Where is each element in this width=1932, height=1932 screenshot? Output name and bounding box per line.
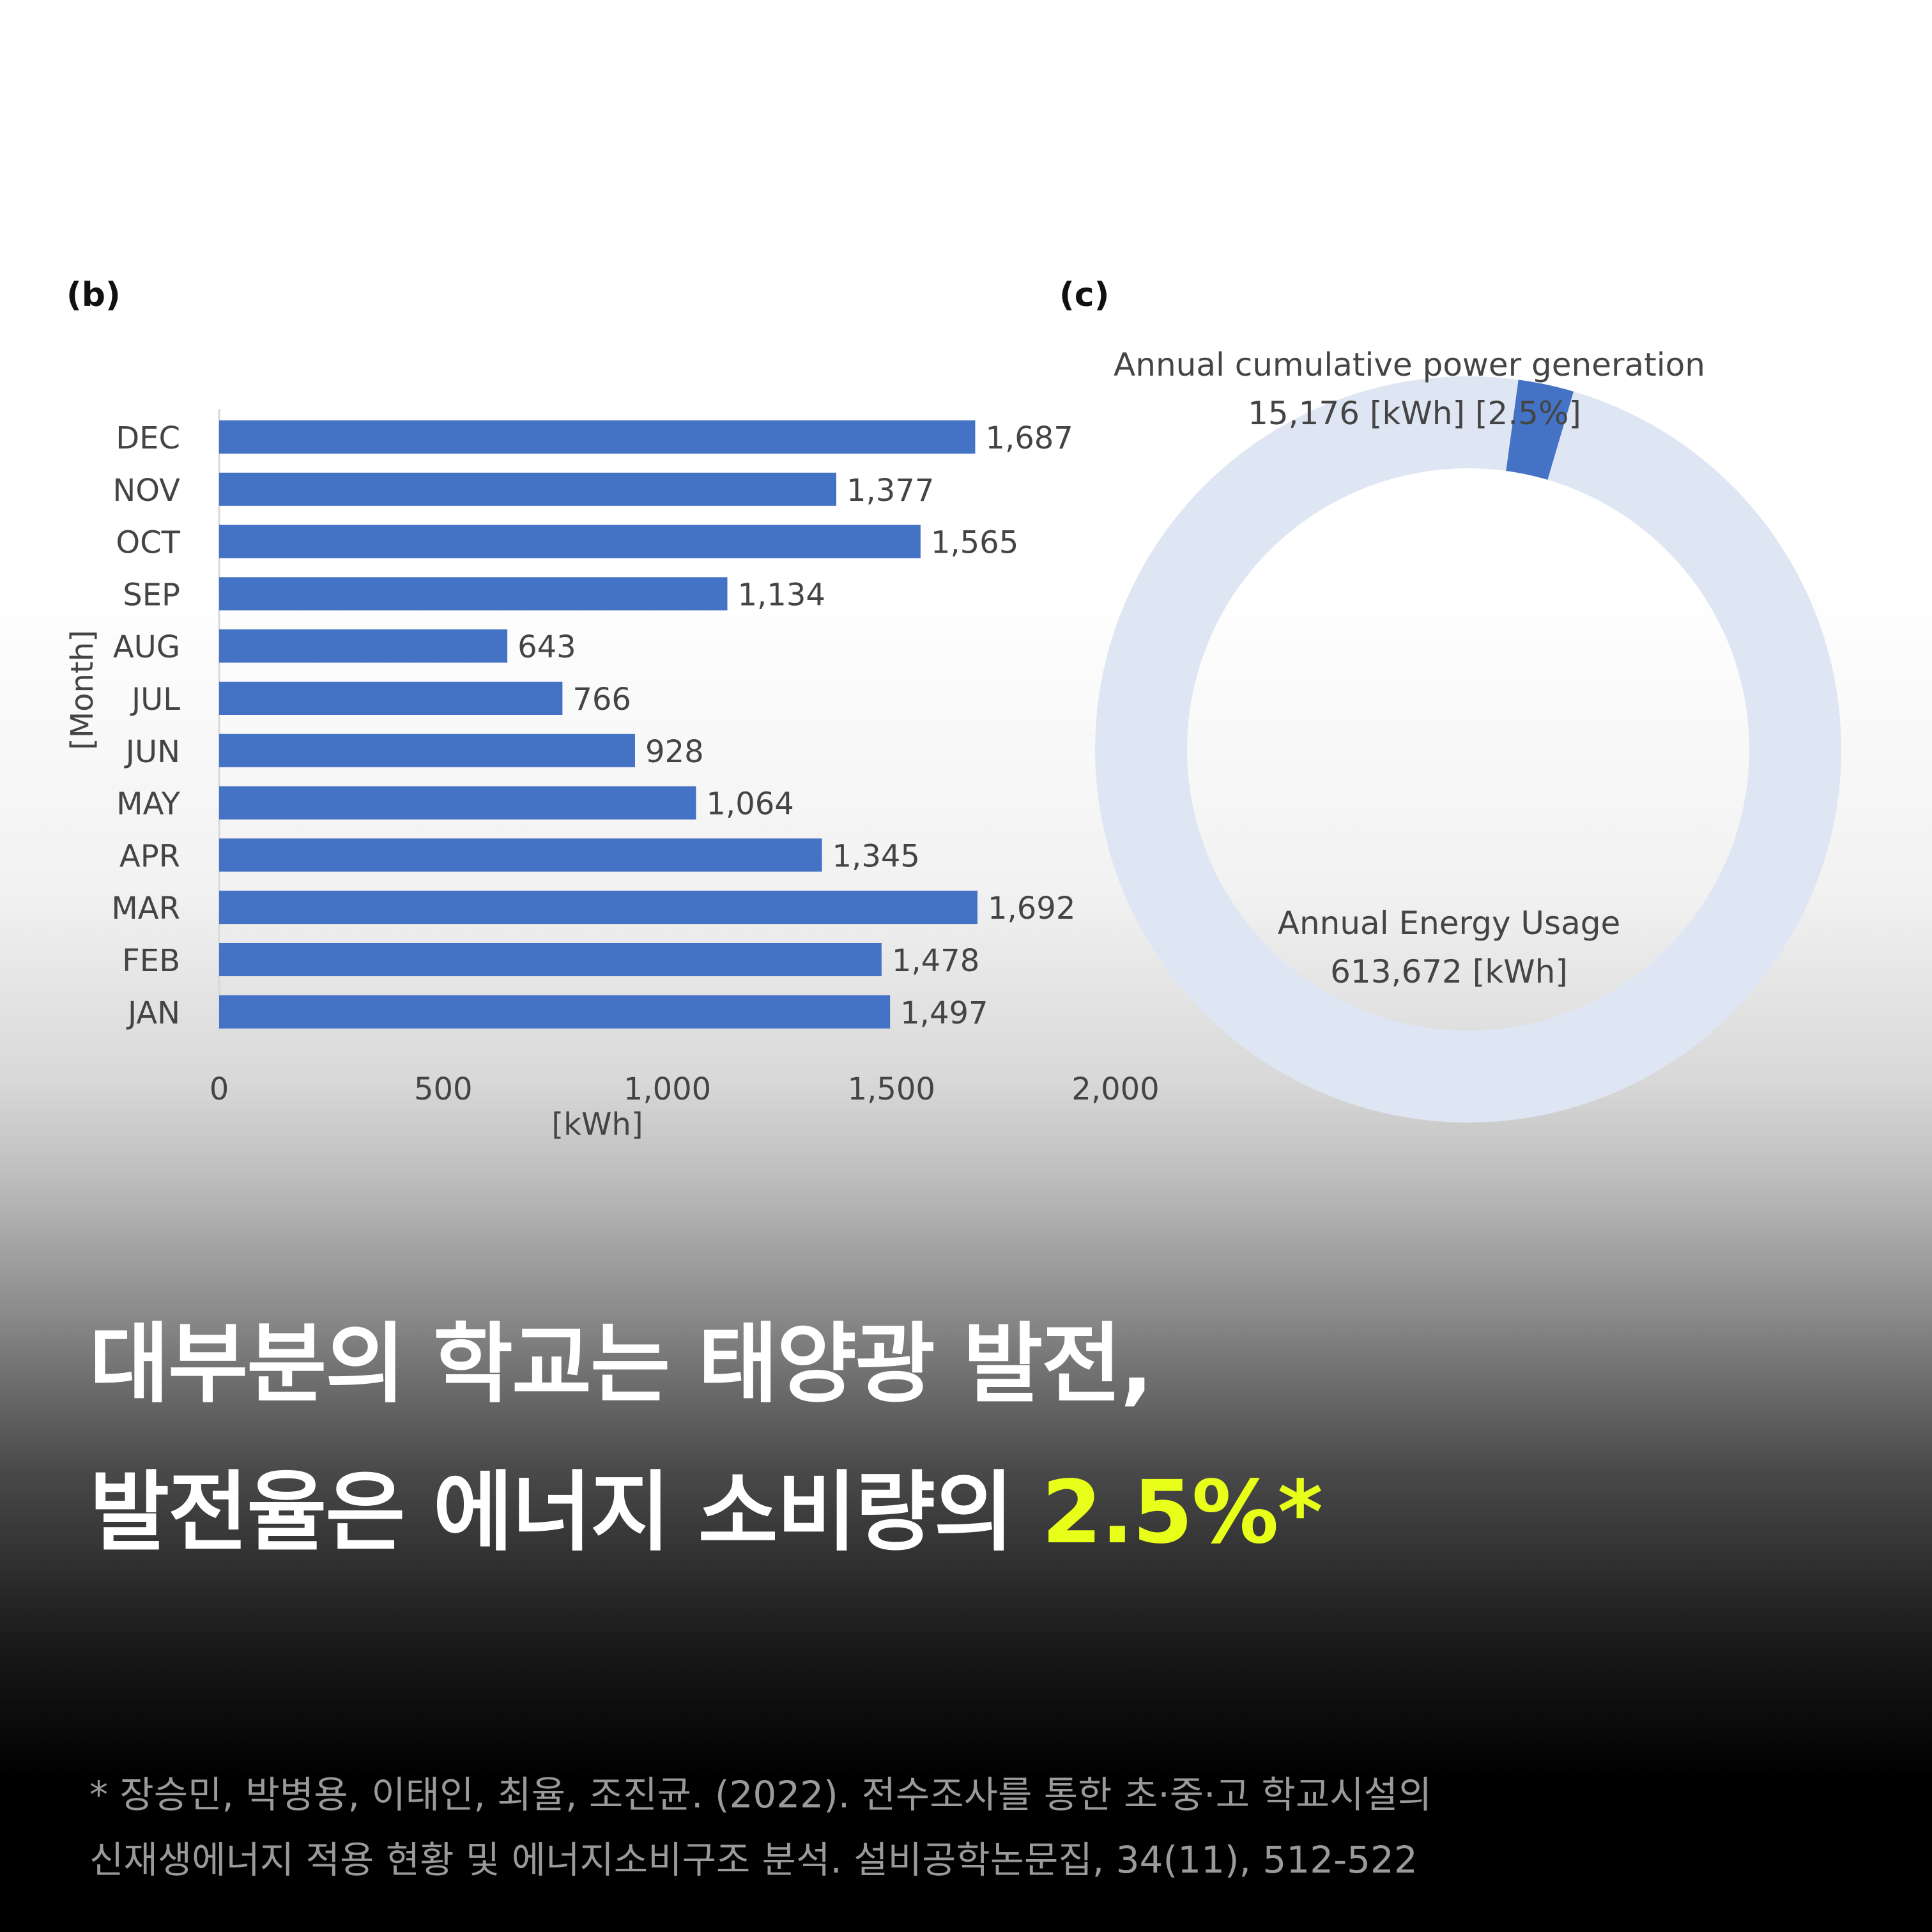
- bar-feb: [219, 943, 882, 976]
- usage-label: Annual Energy Usage: [1278, 905, 1620, 942]
- annual-share-donut-chart: Annual cumulative power generation 15,176…: [1095, 346, 1842, 1123]
- panel-label-b: (b): [66, 276, 121, 314]
- value-label-jan: 1,497: [900, 995, 988, 1031]
- value-label-dec: 1,687: [985, 420, 1073, 456]
- value-label-mar: 1,692: [988, 891, 1075, 926]
- bar-jun: [219, 733, 635, 767]
- headline-line-2: 발전율은 에너지 소비량의 2.5%*: [89, 1469, 1323, 1556]
- bar-mar: [219, 891, 977, 924]
- value-label-may: 1,064: [706, 786, 793, 822]
- panel-label-c: (c): [1059, 276, 1110, 314]
- month-label-dec: DEC: [116, 420, 180, 456]
- month-label-oct: OCT: [116, 525, 180, 561]
- bar-jan: [219, 995, 891, 1029]
- month-label-apr: APR: [119, 838, 180, 874]
- footnote-line-2: 신재생에너지 적용 현황 및 에너지소비구조 분석. 설비공학논문집, 34(1…: [89, 1838, 1418, 1882]
- x-axis-title: [kWh]: [551, 1107, 643, 1142]
- x-tick-label: 500: [414, 1071, 473, 1107]
- bar-oct: [219, 525, 921, 558]
- monthly-generation-bar-chart: JAN 1,497 FEB 1,478 MAR 1,692 APR 1,345 MAY 1,064…: [65, 409, 1160, 1142]
- month-label-sep: SEP: [123, 577, 180, 613]
- value-label-apr: 1,345: [832, 838, 920, 874]
- bar-may: [219, 786, 696, 820]
- value-label-jun: 928: [645, 734, 704, 770]
- month-label-jul: JUL: [130, 682, 180, 717]
- bar-dec: [219, 420, 976, 454]
- headline-line-1: 대부분의 학교는 태양광 발전,: [89, 1314, 1153, 1415]
- bar-jul: [219, 682, 563, 715]
- month-label-nov: NOV: [112, 473, 180, 509]
- footnote-line-1: * 장승민, 박병용, 이태인, 최율, 조진균. (2022). 전수조사를 …: [89, 1773, 1432, 1816]
- donut-slice-generation: [1506, 379, 1574, 480]
- headline-highlight-percent: 2.5%*: [1041, 1462, 1322, 1563]
- generation-label: Annual cumulative power generation: [1114, 346, 1705, 383]
- month-label-mar: MAR: [111, 891, 180, 926]
- x-tick-label: 1,000: [624, 1071, 711, 1107]
- y-axis-title: [Month]: [65, 630, 100, 750]
- donut-slice-usage: [1095, 376, 1842, 1123]
- value-label-oct: 1,565: [931, 525, 1018, 561]
- x-tick-label: 0: [210, 1071, 229, 1107]
- value-label-sep: 1,134: [738, 577, 825, 613]
- usage-value-label: 613,672 [kWh]: [1330, 953, 1568, 990]
- generation-value-label: 15,176 [kWh] [2.5%]: [1248, 395, 1581, 432]
- x-tick-label: 2,000: [1071, 1071, 1159, 1107]
- month-label-jan: JAN: [126, 995, 180, 1031]
- headline-line-2-text: 발전율은 에너지 소비량의: [89, 1462, 1042, 1563]
- bar-nov: [219, 472, 836, 506]
- value-label-nov: 1,377: [847, 473, 934, 509]
- month-label-feb: FEB: [122, 943, 180, 979]
- bar-aug: [219, 629, 508, 663]
- value-label-aug: 643: [518, 629, 576, 665]
- x-tick-label: 1,500: [848, 1071, 935, 1107]
- value-label-feb: 1,478: [892, 943, 979, 979]
- month-label-aug: AUG: [113, 629, 180, 665]
- month-label-jun: JUN: [124, 734, 180, 770]
- month-label-may: MAY: [116, 786, 181, 822]
- bar-sep: [219, 577, 728, 611]
- value-label-jul: 766: [572, 682, 631, 717]
- bar-apr: [219, 838, 822, 872]
